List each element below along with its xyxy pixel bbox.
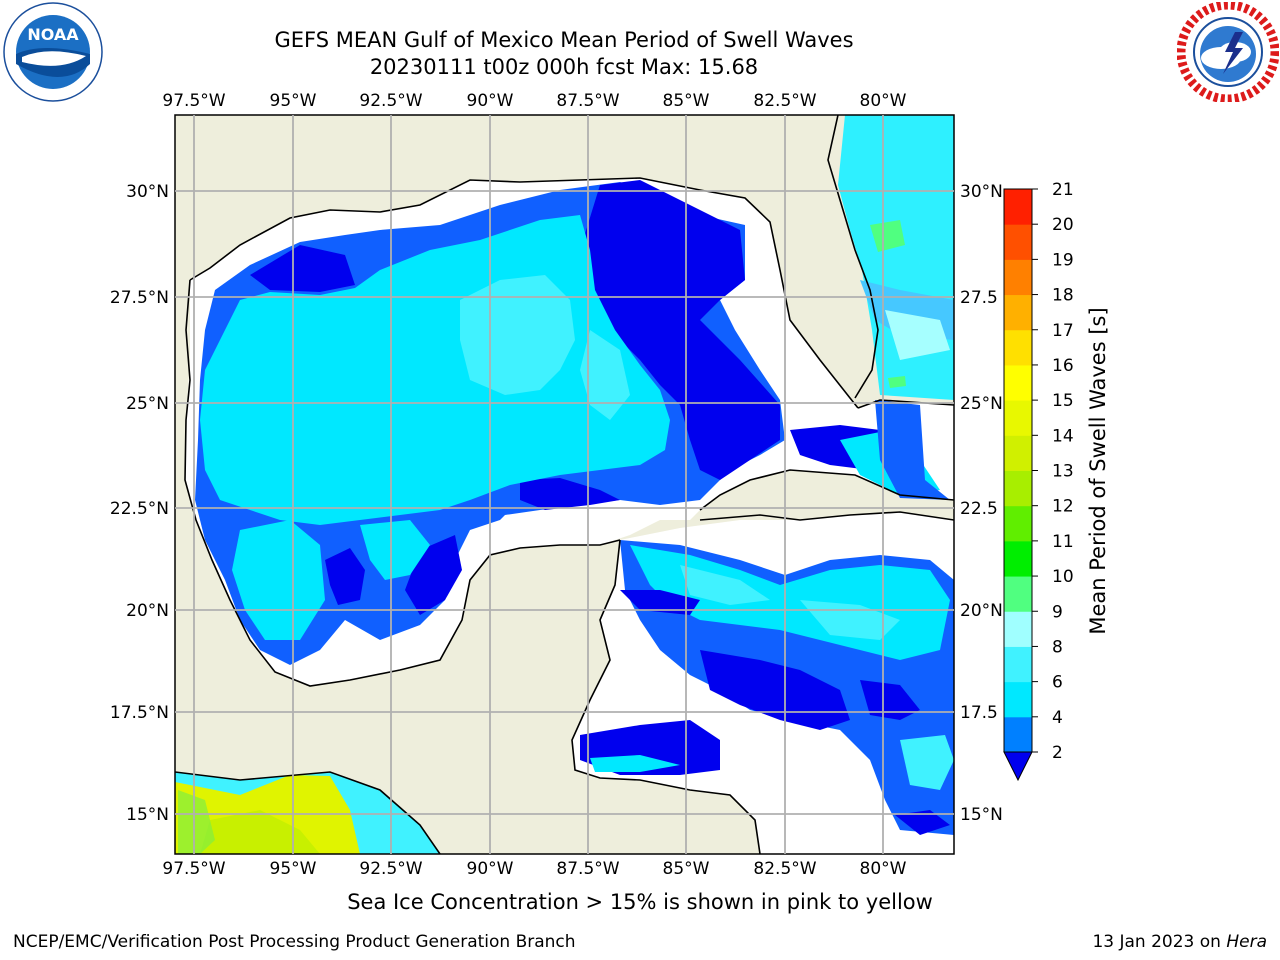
noaa-logo-icon: NOAA bbox=[3, 2, 103, 102]
lat-tick-right: 17.5 bbox=[960, 703, 998, 723]
lon-ticks-top: 97.5°W 95°W 92.5°W 90°W 87.5°W 85°W 82.5°W 80°W bbox=[162, 91, 906, 111]
lat-tick-left: 17.5°N bbox=[110, 703, 169, 723]
lon-tick-top: 80°W bbox=[860, 91, 907, 111]
colorbar-tick-label: 16 bbox=[1052, 356, 1074, 376]
lat-tick-right: 27.5 bbox=[960, 288, 998, 308]
colorbar-segment bbox=[1004, 540, 1032, 577]
graticule bbox=[175, 115, 954, 854]
lon-tick-top: 87.5°W bbox=[556, 91, 619, 111]
lon-tick-top: 85°W bbox=[663, 91, 710, 111]
colorbar-segment bbox=[1004, 294, 1032, 331]
footer-system: Hera bbox=[1226, 932, 1267, 952]
lon-tick-top: 90°W bbox=[467, 91, 514, 111]
colorbar-segment bbox=[1004, 576, 1032, 612]
colorbar-tick-label: 8 bbox=[1052, 637, 1063, 657]
footer-date-text: 13 Jan 2023 on bbox=[1092, 932, 1227, 952]
colorbar-label: Mean Period of Swell Waves [s] bbox=[1086, 307, 1110, 634]
lat-ticks-right: 30°N 27.5 25°N 22.5 20°N 17.5 15°N bbox=[960, 182, 1003, 825]
lon-tick-top: 92.5°W bbox=[359, 91, 422, 111]
lat-tick-right: 22.5 bbox=[960, 499, 998, 519]
colorbar-tick-label: 9 bbox=[1052, 602, 1063, 622]
colorbar-segment bbox=[1004, 400, 1032, 436]
lat-tick-left: 20°N bbox=[126, 601, 169, 621]
lat-tick-right: 20°N bbox=[960, 601, 1003, 621]
colorbar-tick-label: 4 bbox=[1052, 708, 1063, 728]
lon-tick-top: 82.5°W bbox=[753, 91, 816, 111]
colorbar-segment bbox=[1004, 646, 1032, 683]
lat-tick-left: 30°N bbox=[126, 182, 169, 202]
footer-date: 13 Jan 2023 on Hera bbox=[1092, 932, 1267, 952]
colorbar-segment bbox=[1004, 435, 1032, 471]
lon-ticks-bottom: 97.5°W 95°W 92.5°W 90°W 87.5°W 85°W 82.5°W 80°W bbox=[162, 859, 906, 879]
lon-tick-bottom: 97.5°W bbox=[162, 859, 225, 879]
footer-credit: NCEP/EMC/Verification Post Processing Pr… bbox=[13, 932, 576, 952]
lat-ticks-left: 30°N 27.5°N 25°N 22.5°N 20°N 17.5°N 15°N bbox=[110, 182, 169, 825]
nws-logo-icon bbox=[1177, 2, 1279, 102]
colorbar-tick-label: 11 bbox=[1052, 532, 1074, 552]
lat-tick-left: 27.5°N bbox=[110, 288, 169, 308]
colorbar-segment bbox=[1004, 681, 1032, 718]
map-title: GEFS MEAN Gulf of Mexico Mean Period of … bbox=[274, 28, 854, 52]
colorbar-tick-label: 2 bbox=[1052, 743, 1063, 763]
colorbar-tick-label: 15 bbox=[1052, 391, 1074, 411]
colorbar-tick-label: 6 bbox=[1052, 673, 1063, 693]
colorbar-tick-label: 21 bbox=[1052, 180, 1074, 200]
colorbar-tick-label: 19 bbox=[1052, 250, 1074, 270]
lon-tick-bottom: 87.5°W bbox=[556, 859, 619, 879]
map-subtitle: 20230111 t00z 000h fcst Max: 15.68 bbox=[369, 55, 759, 79]
lon-tick-bottom: 92.5°W bbox=[359, 859, 422, 879]
colorbar-segment bbox=[1004, 470, 1032, 507]
colorbar-tick-label: 14 bbox=[1052, 426, 1074, 446]
colorbar-segment bbox=[1004, 716, 1032, 753]
colorbar-segment bbox=[1004, 505, 1032, 542]
lon-tick-top: 97.5°W bbox=[162, 91, 225, 111]
lat-tick-right: 25°N bbox=[960, 394, 1003, 414]
map-frame bbox=[174, 114, 955, 855]
lon-tick-bottom: 85°W bbox=[663, 859, 710, 879]
lon-tick-top: 95°W bbox=[270, 91, 317, 111]
colorbar-tick-label: 13 bbox=[1052, 462, 1074, 482]
lat-tick-left: 22.5°N bbox=[110, 499, 169, 519]
colorbar-segment bbox=[1004, 364, 1032, 401]
colorbar: 2 4 6 8 9 10 11 12 13 14 15 16 17 18 19 20 21 bbox=[1003, 180, 1074, 782]
lat-tick-left: 25°N bbox=[126, 394, 169, 414]
colorbar-extend-arrow bbox=[1003, 751, 1033, 782]
lat-tick-left: 15°N bbox=[126, 805, 169, 825]
colorbar-segment bbox=[1004, 259, 1032, 296]
colorbar-segment bbox=[1004, 611, 1032, 647]
lon-tick-bottom: 82.5°W bbox=[753, 859, 816, 879]
colorbar-tick-label: 20 bbox=[1052, 215, 1074, 235]
lon-tick-bottom: 90°W bbox=[467, 859, 514, 879]
noaa-logo-text: NOAA bbox=[27, 25, 79, 44]
lat-tick-right: 30°N bbox=[960, 182, 1003, 202]
colorbar-segment bbox=[1004, 224, 1032, 260]
lon-tick-bottom: 95°W bbox=[270, 859, 317, 879]
lon-tick-bottom: 80°W bbox=[860, 859, 907, 879]
lat-tick-right: 15°N bbox=[960, 805, 1003, 825]
colorbar-tick-label: 12 bbox=[1052, 497, 1074, 517]
sea-ice-note: Sea Ice Concentration > 15% is shown in … bbox=[347, 890, 933, 914]
colorbar-tick-label: 17 bbox=[1052, 321, 1074, 341]
colorbar-segment bbox=[1004, 189, 1032, 225]
colorbar-tick-label: 18 bbox=[1052, 286, 1074, 306]
colorbar-segment bbox=[1004, 329, 1032, 366]
colorbar-tick-label: 10 bbox=[1052, 567, 1074, 587]
